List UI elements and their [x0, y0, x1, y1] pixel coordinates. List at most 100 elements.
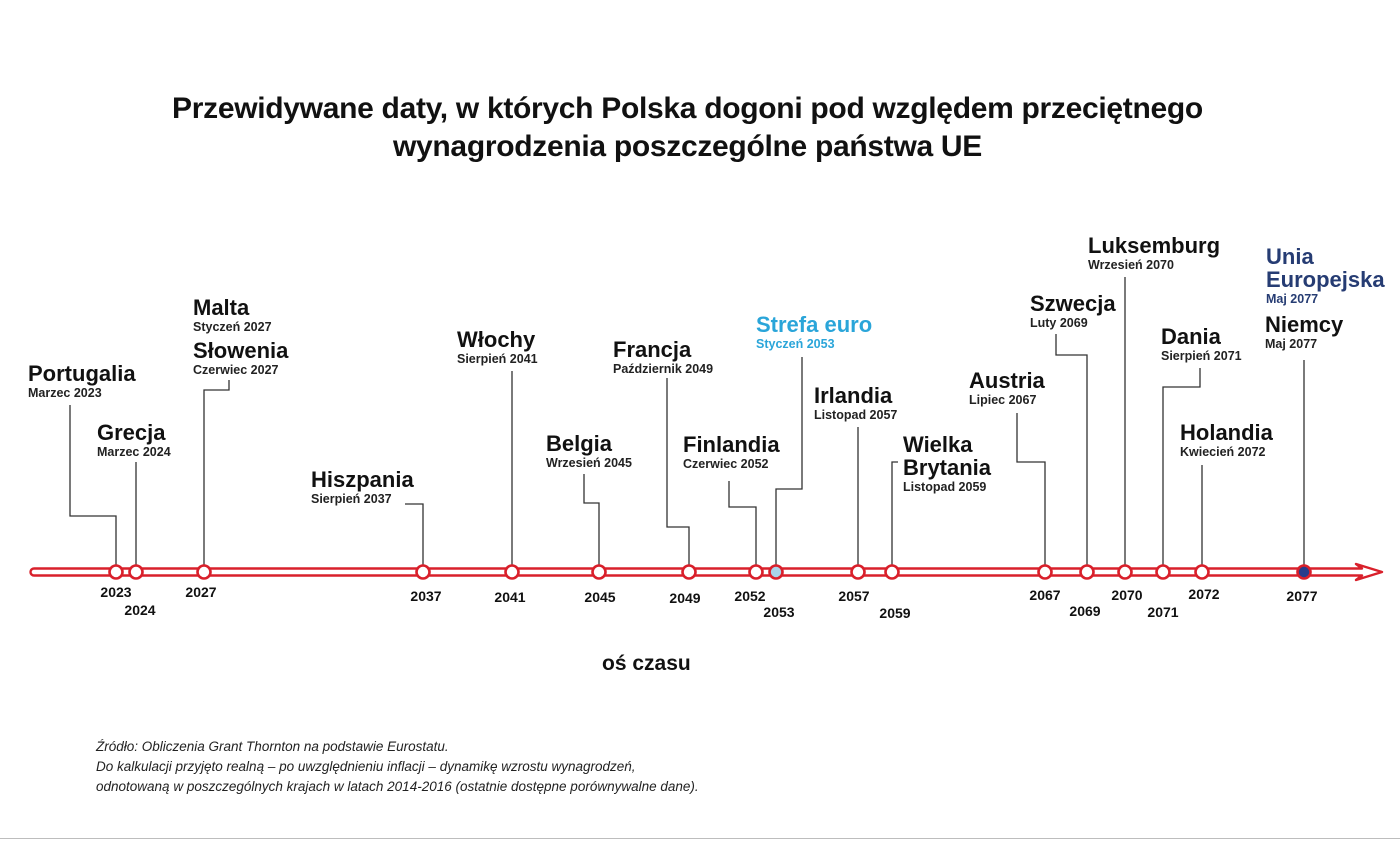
marker-2067	[1037, 564, 1053, 580]
country-name: Niemcy	[1265, 312, 1344, 337]
year-tick-label: 2067	[1029, 587, 1061, 603]
country-date: Styczeń 2053	[756, 337, 835, 351]
year-tick-label: 2077	[1286, 588, 1318, 604]
country-date: Wrzesień 2045	[546, 456, 632, 470]
country-name: Unia	[1266, 244, 1314, 269]
label-slowenia: Słowenia Czerwiec 2027	[193, 339, 288, 378]
label-grecja: Grecja Marzec 2024	[97, 421, 171, 460]
marker-2069	[1079, 564, 1095, 580]
connector-finlandia	[728, 481, 757, 566]
marker-2057	[850, 564, 866, 580]
marker-2077-eu	[1296, 564, 1312, 580]
year-tick-label: 2024	[124, 602, 156, 618]
label-niemcy: Niemcy Maj 2077	[1265, 313, 1343, 352]
chart-title-line-1: Przewidywane daty, w których Polska dogo…	[172, 92, 1203, 125]
bottom-divider	[0, 838, 1400, 839]
year-tick-label: 2071	[1147, 604, 1179, 620]
country-date: Luty 2069	[1030, 316, 1088, 330]
methodology-line-2: odnotowaną w poszczególnych krajach w la…	[96, 779, 699, 794]
connector-portugalia	[69, 405, 117, 566]
marker-2027	[196, 564, 212, 580]
marker-2045	[591, 564, 607, 580]
label-dania: Dania Sierpień 2071	[1161, 325, 1242, 364]
marker-2053-euro	[768, 564, 784, 580]
country-name: Luksemburg	[1088, 233, 1221, 258]
connector-wielka-brytania	[891, 461, 898, 566]
country-date: Czerwiec 2027	[193, 363, 279, 377]
country-name: Hiszpania	[311, 467, 414, 492]
year-tick-label: 2045	[584, 589, 616, 605]
marker-2041	[504, 564, 520, 580]
label-irlandia: Irlandia Listopad 2057	[814, 384, 897, 423]
country-date: Maj 2077	[1266, 292, 1319, 306]
label-hiszpania: Hiszpania Sierpień 2037	[311, 468, 414, 507]
source-line: Źródło: Obliczenia Grant Thornton na pod…	[96, 739, 449, 754]
country-name: Strefa euro	[756, 312, 873, 337]
country-name: Holandia	[1180, 420, 1273, 445]
country-name: Wielka	[903, 432, 973, 457]
year-tick-label: 2023	[100, 584, 132, 600]
year-tick-label: 2057	[838, 588, 870, 604]
marker-2024	[128, 564, 144, 580]
connector-belgia	[583, 474, 600, 566]
country-date: Październik 2049	[613, 362, 714, 376]
methodology-line-1: Do kalkulacji przyjęto realną – po uwzgl…	[96, 759, 636, 774]
year-tick-label: 2027	[185, 584, 217, 600]
year-tick-label: 2069	[1069, 603, 1101, 619]
country-date: Styczeń 2027	[193, 320, 272, 334]
connector-strefa-euro	[775, 357, 803, 566]
country-name: Francja	[613, 337, 692, 362]
label-strefa-euro: Strefa euro Styczeń 2053	[756, 313, 872, 352]
label-wlochy: Włochy Sierpień 2041	[457, 328, 538, 367]
marker-2072	[1194, 564, 1210, 580]
year-tick-label: 2070	[1111, 587, 1143, 603]
country-name: Irlandia	[814, 383, 893, 408]
label-portugalia: Portugalia Marzec 2023	[28, 362, 136, 401]
year-tick-label: 2053	[763, 604, 795, 620]
country-name: Portugalia	[28, 361, 136, 386]
country-date: Maj 2077	[1265, 337, 1318, 351]
marker-2059	[884, 564, 900, 580]
connector-austria	[1016, 413, 1046, 566]
country-name: Finlandia	[683, 432, 780, 457]
country-date: Czerwiec 2052	[683, 457, 769, 471]
country-name: Szwecja	[1030, 291, 1116, 316]
connector-slowenia	[203, 380, 230, 566]
year-tick-label: 2037	[410, 588, 442, 604]
country-date: Sierpień 2041	[457, 352, 538, 366]
source-note: Źródło: Obliczenia Grant Thornton na pod…	[96, 737, 699, 797]
marker-2071	[1155, 564, 1171, 580]
country-name-line-2: Brytania	[903, 455, 992, 480]
country-name: Grecja	[97, 420, 166, 445]
marker-2049	[681, 564, 697, 580]
timeline-axis	[29, 562, 1384, 582]
connector-dania	[1162, 368, 1201, 566]
chart-title-line-2: wynagrodzenia poszczególne państwa UE	[392, 130, 983, 163]
label-malta: Malta Styczeń 2027	[193, 296, 272, 335]
country-name: Austria	[969, 368, 1045, 393]
timeline-markers	[108, 564, 1312, 580]
connector-szwecja	[1055, 334, 1088, 566]
marker-2070	[1117, 564, 1133, 580]
axis-label: oś czasu	[602, 652, 691, 675]
marker-2037	[415, 564, 431, 580]
label-francja: Francja Październik 2049	[613, 338, 713, 377]
label-finlandia: Finlandia Czerwiec 2052	[683, 433, 780, 472]
country-date: Sierpień 2071	[1161, 349, 1242, 363]
label-luksemburg: Luksemburg Wrzesień 2070	[1088, 234, 1220, 273]
label-szwecja: Szwecja Luty 2069	[1030, 292, 1116, 331]
country-date: Marzec 2023	[28, 386, 102, 400]
country-date: Listopad 2057	[814, 408, 898, 422]
marker-2023	[108, 564, 124, 580]
connector-francja	[666, 378, 690, 566]
connector-hiszpania	[405, 503, 424, 566]
country-date: Wrzesień 2070	[1088, 258, 1174, 272]
label-unia-europejska: Unia Europejska Maj 2077	[1266, 245, 1385, 307]
label-wielka-brytania: Wielka Brytania Listopad 2059	[903, 433, 991, 495]
year-tick-label: 2072	[1188, 586, 1220, 602]
country-date: Sierpień 2037	[311, 492, 392, 506]
country-date: Listopad 2059	[903, 480, 987, 494]
country-name-line-2: Europejska	[1266, 267, 1385, 292]
country-name: Słowenia	[193, 338, 289, 363]
country-name: Malta	[193, 295, 250, 320]
